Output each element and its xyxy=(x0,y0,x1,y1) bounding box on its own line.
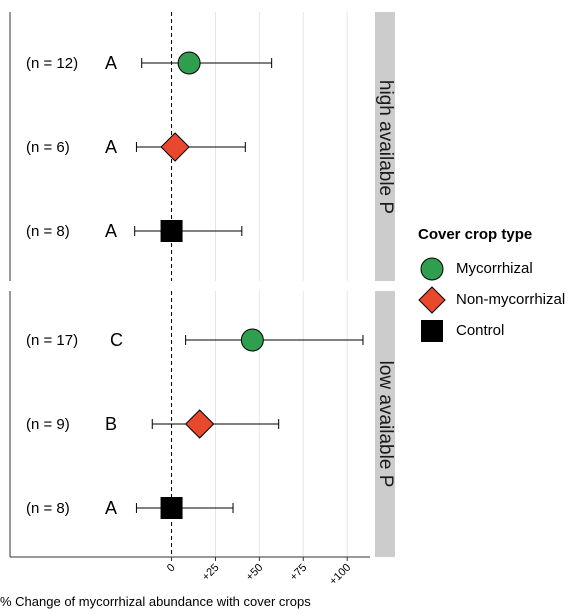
legend-label: Non-mycorrhizal xyxy=(456,291,566,308)
group-letter: A xyxy=(105,221,117,241)
legend-label: Control xyxy=(456,322,505,339)
point-non-mycorrhizal xyxy=(184,409,215,439)
legend-item-control: Control xyxy=(418,315,565,346)
square-icon xyxy=(421,319,443,342)
x-tick-label: +25 xyxy=(200,562,222,584)
group-letter: B xyxy=(105,414,117,434)
n-label: (n = 6) xyxy=(26,139,70,156)
diamond-icon xyxy=(418,285,446,314)
x-tick-label: +100 xyxy=(327,562,353,588)
group-letter: A xyxy=(105,53,117,73)
x-tick-label: +50 xyxy=(244,562,266,584)
facet-strip-high-p: high available P xyxy=(375,12,396,281)
x-axis-label: % Change of mycorrhizal abundance with c… xyxy=(0,594,311,609)
group-letter: A xyxy=(105,498,117,518)
point-control xyxy=(160,220,183,242)
legend-item-mycorrhizal: Mycorrhizal xyxy=(418,253,565,284)
n-label: (n = 12) xyxy=(26,55,78,72)
facet-label-high-p: high available P xyxy=(375,79,396,214)
facet-strip-low-p: low available P xyxy=(375,291,396,557)
group-letter: A xyxy=(105,137,117,157)
point-control xyxy=(160,497,183,519)
legend-title: Cover crop type xyxy=(418,226,533,243)
point-mycorrhizal xyxy=(240,328,264,352)
n-label: (n = 8) xyxy=(26,223,70,240)
point-non-mycorrhizal xyxy=(160,132,190,162)
legend: Cover crop type Mycorrhizal Non-mycorrhi… xyxy=(418,226,565,346)
legend-label: Mycorrhizal xyxy=(456,260,533,277)
point-mycorrhizal xyxy=(177,51,201,75)
n-label: (n = 17) xyxy=(26,332,78,349)
facet-label-low-p: low available P xyxy=(375,360,396,488)
circle-icon xyxy=(420,257,444,280)
legend-item-non-mycorrhizal: Non-mycorrhizal xyxy=(418,284,565,315)
n-label: (n = 9) xyxy=(26,416,70,433)
n-label: (n = 8) xyxy=(26,500,70,517)
x-tick-label: 0 xyxy=(165,562,178,575)
x-tick-label: +75 xyxy=(288,562,310,584)
group-letter: C xyxy=(110,330,123,350)
